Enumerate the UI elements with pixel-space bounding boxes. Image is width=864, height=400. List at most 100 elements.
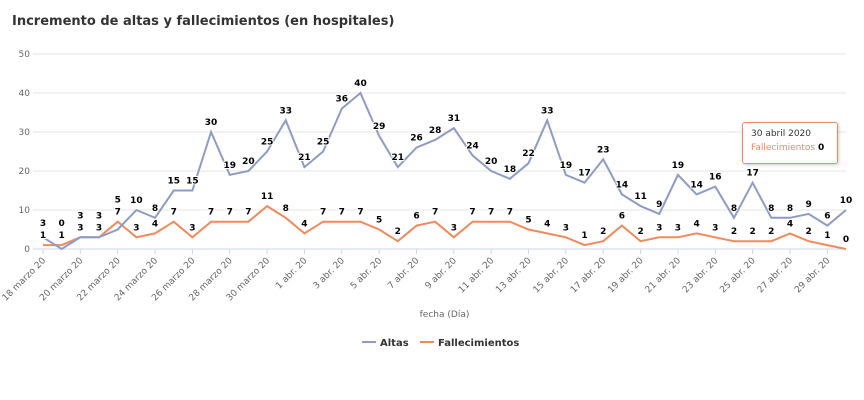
data-label-fallecimientos: 4 bbox=[152, 219, 158, 229]
data-label-altas: 8 bbox=[152, 204, 158, 214]
data-label-fallecimientos: 0 bbox=[843, 235, 849, 245]
data-label-altas: 24 bbox=[466, 141, 479, 151]
tooltip: 30 abril 2020 Fallecimientos 0 bbox=[742, 122, 838, 164]
x-tick-label: 7 abr. 20 bbox=[386, 256, 421, 291]
data-label-fallecimientos: 5 bbox=[376, 216, 382, 226]
data-label-fallecimientos: 5 bbox=[525, 216, 531, 226]
x-axis-title: fecha (Día) bbox=[420, 310, 470, 320]
data-label-fallecimientos: 7 bbox=[339, 208, 345, 218]
data-label-altas: 36 bbox=[336, 95, 349, 105]
x-tick-label: 21 abr. 20 bbox=[644, 256, 684, 296]
data-label-altas: 17 bbox=[746, 169, 759, 179]
data-label-fallecimientos: 3 bbox=[563, 223, 569, 233]
data-label-fallecimientos: 3 bbox=[96, 223, 102, 233]
data-label-altas: 3 bbox=[96, 211, 102, 221]
legend-item-altas[interactable]: Altas bbox=[380, 338, 409, 349]
data-label-altas: 8 bbox=[787, 204, 793, 214]
data-label-fallecimientos: 7 bbox=[320, 208, 326, 218]
data-label-fallecimientos: 7 bbox=[488, 208, 494, 218]
data-label-fallecimientos: 2 bbox=[768, 227, 774, 237]
legend-item-fallecimientos[interactable]: Fallecimientos bbox=[438, 338, 519, 349]
x-tick-label: 9 abr. 20 bbox=[424, 256, 459, 291]
data-label-altas: 15 bbox=[167, 177, 180, 187]
data-label-fallecimientos: 2 bbox=[600, 227, 606, 237]
data-label-altas: 19 bbox=[223, 161, 236, 171]
x-tick-label: 1 abr. 20 bbox=[274, 256, 309, 291]
x-tick-label: 29 abr. 20 bbox=[793, 256, 833, 296]
data-label-fallecimientos: 7 bbox=[171, 208, 177, 218]
data-label-fallecimientos: 3 bbox=[133, 223, 139, 233]
data-label-altas: 31 bbox=[448, 114, 461, 124]
data-label-fallecimientos: 4 bbox=[787, 219, 793, 229]
data-label-fallecimientos: 2 bbox=[731, 227, 737, 237]
data-label-altas: 17 bbox=[578, 169, 591, 179]
data-label-fallecimientos: 7 bbox=[357, 208, 363, 218]
data-label-altas: 33 bbox=[280, 106, 293, 116]
data-label-fallecimientos: 3 bbox=[675, 223, 681, 233]
data-label-altas: 8 bbox=[731, 204, 737, 214]
data-label-fallecimientos: 7 bbox=[469, 208, 475, 218]
data-label-fallecimientos: 1 bbox=[581, 231, 587, 241]
data-label-fallecimientos: 4 bbox=[301, 219, 307, 229]
x-tick-label: 17 abr. 20 bbox=[569, 256, 609, 296]
data-label-altas: 3 bbox=[40, 219, 46, 229]
y-tick-label: 40 bbox=[19, 89, 31, 99]
data-label-altas: 11 bbox=[634, 192, 647, 202]
data-label-fallecimientos: 2 bbox=[749, 227, 755, 237]
data-label-altas: 3 bbox=[77, 211, 83, 221]
y-tick-label: 50 bbox=[19, 50, 31, 60]
x-tick-label: 11 abr. 20 bbox=[457, 256, 497, 296]
data-label-altas: 30 bbox=[205, 118, 218, 128]
data-label-fallecimientos: 8 bbox=[283, 204, 289, 214]
data-label-fallecimientos: 7 bbox=[115, 208, 121, 218]
data-label-altas: 25 bbox=[261, 138, 274, 148]
data-label-altas: 8 bbox=[768, 204, 774, 214]
data-label-fallecimientos: 2 bbox=[637, 227, 643, 237]
data-label-fallecimientos: 6 bbox=[413, 212, 419, 222]
data-label-fallecimientos: 7 bbox=[208, 208, 214, 218]
data-label-fallecimientos: 3 bbox=[451, 223, 457, 233]
data-label-altas: 26 bbox=[410, 134, 423, 144]
series-line-altas bbox=[42, 91, 847, 251]
data-label-altas: 20 bbox=[242, 157, 255, 167]
tooltip-series: Fallecimientos bbox=[751, 143, 816, 153]
data-label-altas: 28 bbox=[429, 126, 442, 136]
data-label-fallecimientos: 7 bbox=[227, 208, 233, 218]
data-label-altas: 25 bbox=[317, 138, 330, 148]
data-label-fallecimientos: 1 bbox=[59, 231, 65, 241]
x-tick-label: 13 abr. 20 bbox=[494, 256, 534, 296]
x-tick-label: 5 abr. 20 bbox=[349, 256, 384, 291]
data-label-altas: 19 bbox=[560, 161, 573, 171]
data-label-altas: 19 bbox=[672, 161, 685, 171]
data-label-fallecimientos: 4 bbox=[693, 219, 699, 229]
x-tick-label: 15 abr. 20 bbox=[532, 256, 572, 296]
data-label-altas: 0 bbox=[59, 219, 65, 229]
y-tick-label: 20 bbox=[19, 167, 31, 177]
series-line-fallecimientos bbox=[43, 204, 847, 250]
data-label-fallecimientos: 3 bbox=[77, 223, 83, 233]
x-tick-label: 3 abr. 20 bbox=[312, 256, 347, 291]
data-label-fallecimientos: 7 bbox=[432, 208, 438, 218]
x-tick-label: 27 abr. 20 bbox=[756, 256, 796, 296]
data-label-altas: 29 bbox=[373, 122, 386, 132]
tooltip-date: 30 abril 2020 bbox=[751, 129, 812, 139]
data-label-fallecimientos: 1 bbox=[824, 231, 830, 241]
data-label-fallecimientos: 3 bbox=[189, 223, 195, 233]
x-tick-label: 19 abr. 20 bbox=[606, 256, 646, 296]
data-label-altas: 22 bbox=[522, 149, 535, 159]
data-label-fallecimientos: 3 bbox=[656, 223, 662, 233]
data-label-altas: 9 bbox=[806, 200, 812, 210]
y-tick-label: 10 bbox=[19, 206, 31, 216]
data-label-fallecimientos: 7 bbox=[245, 208, 251, 218]
data-label-fallecimientos: 4 bbox=[544, 219, 550, 229]
data-label-altas: 14 bbox=[616, 180, 629, 190]
y-tick-label: 30 bbox=[19, 128, 31, 138]
data-label-altas: 15 bbox=[186, 177, 199, 187]
chart-title: Incremento de altas y fallecimientos (en… bbox=[12, 14, 395, 29]
data-label-altas: 23 bbox=[597, 145, 610, 155]
data-label-altas: 16 bbox=[709, 173, 722, 183]
x-tick-label: 25 abr. 20 bbox=[718, 256, 758, 296]
data-label-fallecimientos: 2 bbox=[395, 227, 401, 237]
data-label-fallecimientos: 7 bbox=[507, 208, 513, 218]
